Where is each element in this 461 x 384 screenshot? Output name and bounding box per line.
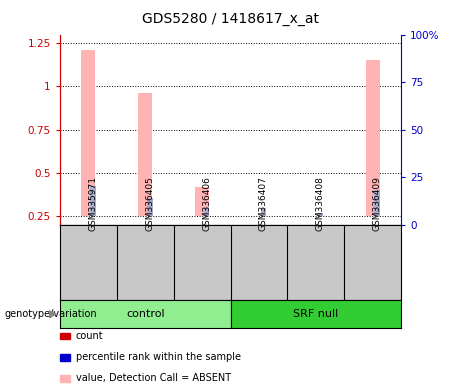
Bar (138, 93, 152, 216)
Bar (204, 207, 209, 216)
Bar (147, 198, 153, 216)
Text: genotype/variation: genotype/variation (5, 309, 97, 319)
Bar (374, 190, 380, 216)
Text: GSM336408: GSM336408 (316, 176, 325, 231)
Bar (260, 208, 266, 216)
Text: control: control (126, 309, 165, 319)
Text: SRF null: SRF null (293, 309, 338, 319)
Bar (60, 300, 230, 328)
Text: GSM336409: GSM336409 (372, 176, 382, 231)
Bar (318, 214, 323, 216)
Bar (230, 300, 401, 328)
Bar (90, 186, 96, 216)
Bar (195, 187, 209, 216)
Bar (81, 50, 95, 216)
Text: count: count (76, 331, 103, 341)
Text: GSM336406: GSM336406 (202, 176, 211, 231)
Text: value, Detection Call = ABSENT: value, Detection Call = ABSENT (76, 373, 230, 383)
Text: ▶: ▶ (49, 309, 58, 319)
Text: GSM335971: GSM335971 (89, 175, 97, 231)
Text: GDS5280 / 1418617_x_at: GDS5280 / 1418617_x_at (142, 12, 319, 25)
Text: GSM336407: GSM336407 (259, 176, 268, 231)
Bar (366, 61, 380, 216)
Text: GSM336405: GSM336405 (145, 176, 154, 231)
Text: percentile rank within the sample: percentile rank within the sample (76, 352, 241, 362)
